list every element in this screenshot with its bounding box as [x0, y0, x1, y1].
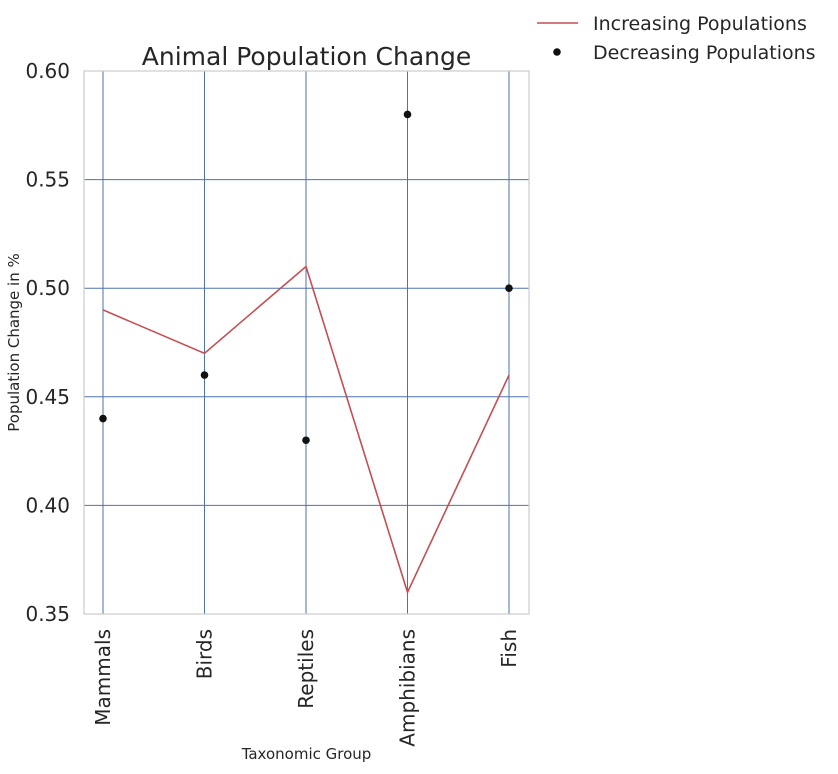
x-axis-label: Taxonomic Group — [241, 745, 372, 763]
x-tick-label: Amphibians — [396, 629, 420, 747]
x-tick-label: Birds — [193, 629, 217, 679]
y-tick-label: 0.50 — [25, 276, 70, 300]
y-tick-label: 0.45 — [25, 385, 70, 409]
data-point-decreasing — [302, 436, 310, 445]
y-axis-label: Population Change in % — [5, 253, 23, 431]
gridlines — [84, 70, 529, 615]
data-point-decreasing — [403, 110, 412, 119]
x-axis-ticks: Mammals Birds Reptiles Amphibians Fish — [91, 629, 521, 747]
legend-label: Decreasing Populations — [593, 42, 816, 64]
series-layer — [99, 110, 513, 595]
data-point-decreasing — [505, 284, 513, 293]
y-axis-ticks: 0.35 0.40 0.45 0.50 0.55 0.60 — [25, 59, 70, 626]
series-line-increasing — [102, 265, 510, 595]
y-tick-label: 0.60 — [25, 59, 70, 83]
y-tick-label: 0.35 — [25, 602, 70, 626]
x-tick-label: Reptiles — [294, 629, 318, 709]
x-tick-label: Mammals — [91, 629, 115, 726]
data-point-decreasing — [99, 414, 107, 423]
data-point-decreasing — [200, 371, 209, 379]
x-tick-label: Fish — [497, 629, 521, 668]
legend-swatch-marker — [553, 48, 561, 56]
y-tick-label: 0.40 — [25, 493, 70, 517]
y-tick-label: 0.55 — [25, 168, 70, 192]
legend-label: Increasing Populations — [593, 13, 807, 35]
legend: Increasing Populations Decreasing Populat… — [537, 13, 816, 64]
chart-title: Animal Population Change — [142, 42, 471, 71]
plot-frame — [83, 70, 530, 615]
